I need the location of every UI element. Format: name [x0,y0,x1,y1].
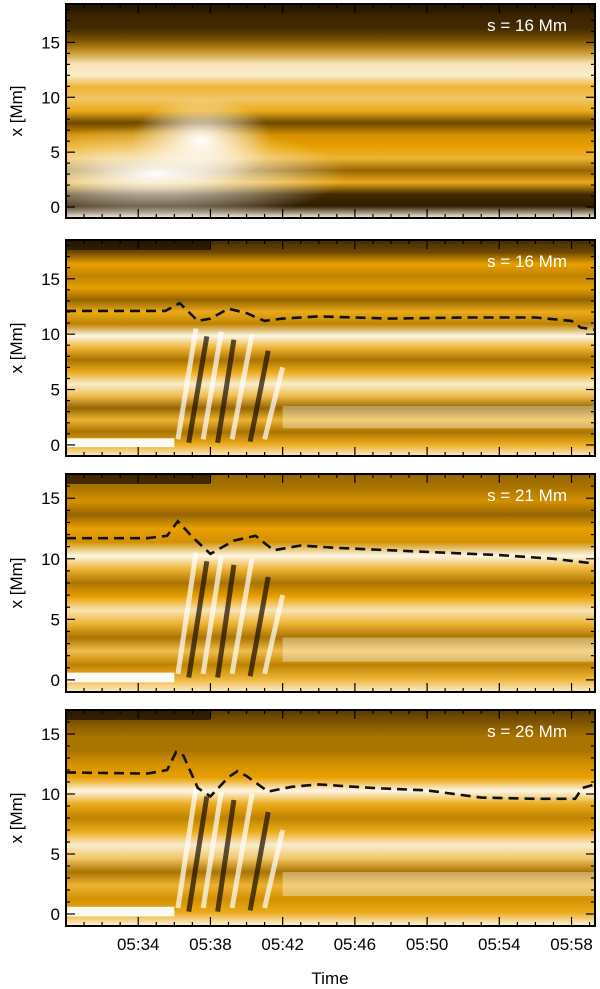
heatmap-image [66,710,595,926]
panels-group: 0 5 10 15 x [Mm] s = 16 Mm 0 5 10 15 x [Mm] s = 16 … [7,3,596,927]
x-tick-label: 05:42 [261,935,304,954]
panel-frame [65,3,596,219]
dashed-line-series [66,519,595,565]
y-axis-title: x [Mm] [7,558,26,609]
y-tick-label: 0 [51,905,60,924]
x-tick-label: 05:46 [334,935,377,954]
panel-1: 0 5 10 15 x [Mm] s = 16 Mm [7,3,596,219]
panel-label: s = 26 Mm [487,722,567,741]
y-tick-label: 0 [51,436,60,455]
panel-2: 0 5 10 15 x [Mm] s = 16 Mm [7,239,596,457]
y-tick-label: 15 [41,489,60,508]
y-tick-label: 0 [51,671,60,690]
panel-label: s = 21 Mm [487,486,567,505]
x-axis-title: Time [311,969,348,988]
y-tick-label: 5 [51,610,60,629]
y-tick-label: 10 [41,785,60,804]
y-tick-label: 5 [51,845,60,864]
x-tick-label: 05:54 [478,935,521,954]
y-tick-label: 5 [51,381,60,400]
y-tick-label: 15 [41,725,60,744]
x-tick-label: 05:50 [406,935,449,954]
y-axis-title: x [Mm] [7,323,26,374]
y-tick-label: 15 [41,33,60,52]
dashed-line-series [66,301,595,331]
y-tick-label: 10 [41,550,60,569]
y-tick-label: 10 [41,88,60,107]
heatmap-image [66,4,595,218]
heatmap-image [66,474,595,692]
x-axis: 05:34 05:38 05:42 05:46 05:50 05:54 05:58 [117,935,593,954]
y-axis-title: x [Mm] [7,86,26,137]
panel-label: s = 16 Mm [487,16,567,35]
panel-label: s = 16 Mm [487,252,567,271]
dashed-line-series [66,750,595,801]
panel-frame [65,239,596,457]
y-tick-label: 10 [41,325,60,344]
y-axis-title: x [Mm] [7,793,26,844]
panel-3: 0 5 10 15 x [Mm] s = 21 Mm [7,473,596,693]
panel-4: 0 5 10 15 x [Mm] s = 26 Mm [7,709,596,927]
heatmap-image [66,240,595,456]
y-tick-label: 15 [41,270,60,289]
x-tick-label: 05:58 [550,935,593,954]
x-tick-label: 05:34 [117,935,160,954]
x-tick-label: 05:38 [189,935,232,954]
y-tick-label: 0 [51,198,60,217]
y-tick-label: 5 [51,143,60,162]
